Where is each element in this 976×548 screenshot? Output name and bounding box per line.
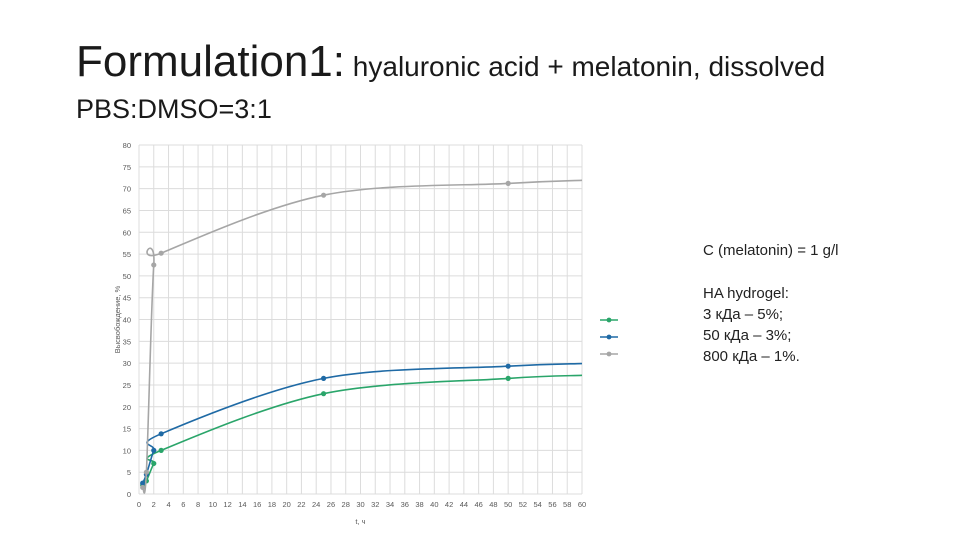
- hydrogel-item: 3 кДа – 5%;: [703, 306, 784, 323]
- y-tick-label: 75: [123, 163, 131, 172]
- data-point: [151, 262, 157, 268]
- x-tick-label: 18: [268, 500, 276, 509]
- y-tick-label: 80: [123, 141, 131, 150]
- x-tick-label: 60: [578, 500, 586, 509]
- y-tick-label: 70: [123, 185, 131, 194]
- legend-marker: [606, 317, 612, 323]
- y-tick-label: 5: [127, 468, 131, 477]
- data-point: [151, 460, 157, 467]
- series-line: [141, 179, 583, 494]
- data-point: [151, 447, 157, 453]
- x-tick-label: 6: [181, 500, 185, 509]
- y-tick-label: 50: [123, 272, 131, 281]
- notes-panel: C (melatonin) = 1 g/l HA hydrogel: 3 кДа…: [703, 240, 838, 367]
- x-tick-label: 8: [196, 500, 200, 509]
- x-tick-label: 22: [297, 500, 305, 509]
- x-tick-label: 32: [371, 500, 379, 509]
- y-tick-label: 20: [123, 403, 131, 412]
- data-point: [140, 480, 146, 486]
- x-axis-label: t, ч: [355, 517, 365, 526]
- y-tick-label: 0: [127, 490, 131, 499]
- x-tick-label: 12: [223, 500, 231, 509]
- x-tick-label: 40: [430, 500, 438, 509]
- x-tick-label: 38: [415, 500, 423, 509]
- data-point: [158, 447, 164, 453]
- x-tick-label: 54: [534, 500, 542, 509]
- x-tick-label: 26: [327, 500, 335, 509]
- y-tick-label: 40: [123, 316, 131, 325]
- x-tick-label: 28: [342, 500, 350, 509]
- hydrogel-item: 800 кДа – 1%.: [703, 348, 800, 365]
- x-tick-label: 2: [152, 500, 156, 509]
- x-tick-label: 24: [312, 500, 320, 509]
- x-tick-label: 56: [548, 500, 556, 509]
- legend-marker: [606, 334, 612, 340]
- legend-marker: [606, 351, 612, 357]
- x-tick-label: 52: [519, 500, 527, 509]
- title-line-2: PBS:DMSO=3:1: [76, 94, 272, 124]
- series-line: [142, 374, 583, 486]
- x-tick-label: 36: [401, 500, 409, 509]
- x-tick-label: 10: [209, 500, 217, 509]
- concentration-note: C (melatonin) = 1 g/l: [703, 242, 839, 259]
- title-subtitle: hyaluronic acid + melatonin, dissolved: [345, 51, 826, 82]
- hydrogel-item: 50 кДа – 3%;: [703, 327, 792, 344]
- x-tick-label: 4: [166, 500, 170, 509]
- hydrogel-header: HA hydrogel:: [703, 285, 789, 302]
- data-point: [320, 192, 327, 198]
- x-tick-label: 42: [445, 500, 453, 509]
- x-tick-label: 46: [474, 500, 482, 509]
- y-tick-label: 30: [123, 359, 131, 368]
- y-tick-label: 10: [123, 446, 131, 455]
- x-tick-label: 14: [238, 500, 246, 509]
- data-point: [320, 391, 327, 397]
- title-main: Formulation1:: [76, 37, 346, 86]
- data-point: [158, 250, 164, 256]
- y-tick-label: 35: [123, 337, 131, 346]
- y-tick-label: 25: [123, 381, 131, 390]
- x-tick-label: 16: [253, 500, 261, 509]
- y-tick-label: 15: [123, 425, 131, 434]
- y-tick-label: 45: [123, 294, 131, 303]
- x-tick-label: 20: [282, 500, 290, 509]
- y-axis-label: Высвобождение, %: [113, 285, 122, 353]
- data-point: [505, 180, 511, 186]
- x-tick-label: 0: [137, 500, 141, 509]
- x-tick-label: 48: [489, 500, 497, 509]
- series-line: [141, 362, 583, 484]
- data-point: [140, 484, 146, 491]
- data-point: [158, 431, 164, 437]
- y-tick-label: 60: [123, 228, 131, 237]
- x-tick-label: 34: [386, 500, 394, 509]
- y-tick-label: 65: [123, 206, 131, 215]
- data-point: [320, 375, 327, 381]
- data-point: [505, 363, 511, 369]
- y-tick-label: 55: [123, 250, 131, 259]
- x-tick-label: 44: [460, 500, 468, 509]
- x-tick-label: 50: [504, 500, 512, 509]
- x-tick-label: 58: [563, 500, 571, 509]
- slide-title: Formulation1: hyaluronic acid + melatoni…: [76, 40, 825, 125]
- data-point: [505, 375, 511, 381]
- data-point: [143, 469, 149, 475]
- x-tick-label: 30: [356, 500, 364, 509]
